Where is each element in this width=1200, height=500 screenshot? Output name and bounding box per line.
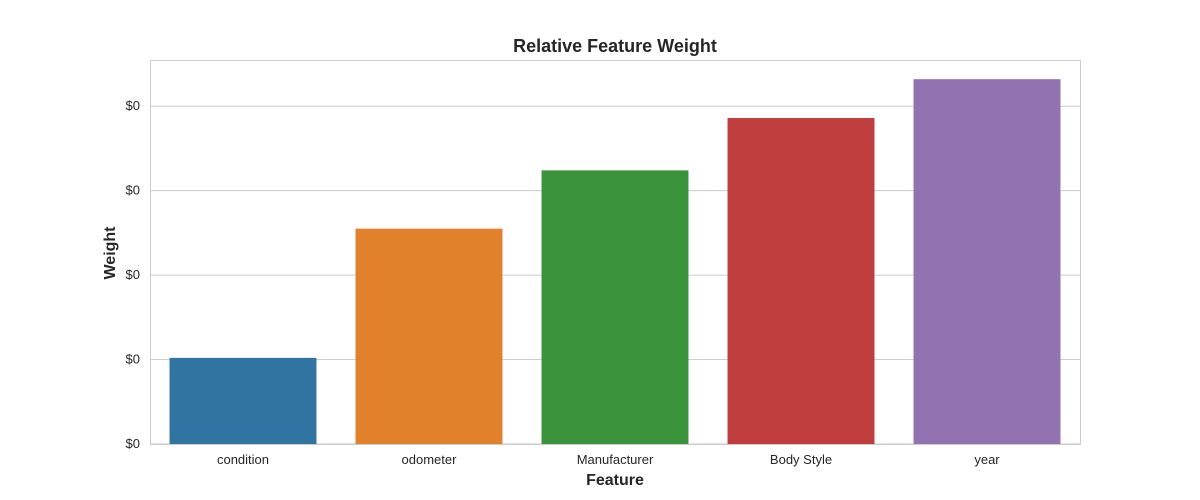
bar-year (913, 79, 1061, 444)
y-tick-labels: $0 $0 $0 $0 $0 (126, 98, 140, 451)
y-tick-label: $0 (126, 436, 140, 451)
bar-manufacturer (541, 170, 689, 444)
y-tick-label: $0 (126, 183, 140, 198)
y-tick-label: $0 (126, 98, 140, 113)
chart-title: Relative Feature Weight (513, 36, 717, 56)
bar-condition (169, 357, 317, 444)
x-tick-label: Body Style (770, 452, 832, 467)
y-tick-label: $0 (126, 267, 140, 282)
x-axis-label: Feature (586, 472, 644, 489)
plot-frame (150, 60, 1081, 445)
x-tick-label: odometer (402, 452, 458, 467)
bar-body-style (727, 118, 875, 444)
bars (169, 79, 1061, 444)
x-tick-label: condition (217, 452, 269, 467)
bar-odometer (355, 228, 503, 444)
x-tick-label: year (974, 452, 1000, 467)
y-tick-label: $0 (126, 352, 140, 367)
y-axis-label: Weight (102, 226, 119, 280)
x-tick-labels: condition odometer Manufacturer Body Style y… (217, 452, 1000, 467)
x-tick-label: Manufacturer (577, 452, 654, 467)
